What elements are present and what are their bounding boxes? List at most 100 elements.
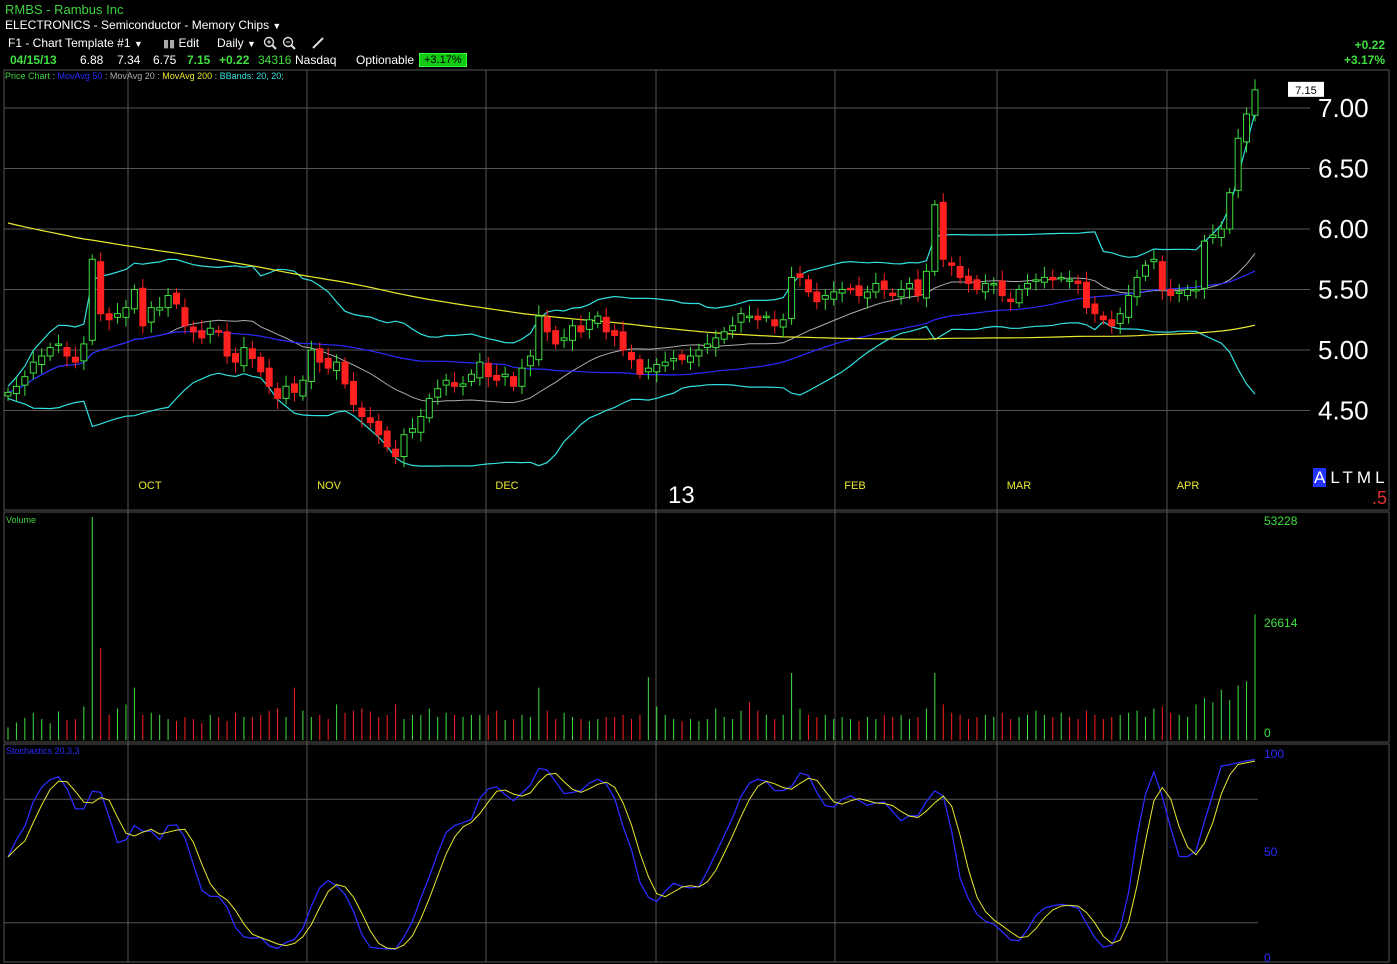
- candle-body: [1158, 261, 1166, 291]
- candle-body: [1251, 89, 1259, 116]
- candle-body: [1116, 313, 1124, 324]
- candle-body: [324, 357, 332, 369]
- quote-volume: 34316: [258, 53, 292, 67]
- candle-body: [695, 349, 703, 357]
- candle-body: [956, 266, 964, 278]
- candle-body: [1015, 289, 1023, 304]
- candle-body: [804, 279, 812, 293]
- chevron-down-icon: ▼: [133, 39, 143, 49]
- candle-body: [467, 373, 475, 382]
- candle-body: [147, 307, 155, 323]
- candle-body: [838, 289, 846, 294]
- candle-body: [425, 397, 433, 419]
- candle-body: [307, 349, 315, 382]
- edit-label: Edit: [178, 36, 200, 50]
- chevron-down-icon[interactable]: ▼: [272, 21, 282, 31]
- candle-body: [745, 315, 753, 319]
- candle-body: [257, 356, 265, 373]
- candle-body: [628, 351, 635, 361]
- candle-body: [897, 289, 905, 298]
- candle-body: [543, 316, 551, 333]
- candle-body: [88, 258, 96, 341]
- zoom-in-icon[interactable]: [263, 36, 277, 53]
- price-axis-label: 7.00: [1318, 93, 1369, 123]
- edit-button[interactable]: ▮▮ Edit: [163, 36, 199, 50]
- candle-body: [813, 291, 821, 303]
- timeframe-others[interactable]: LTML: [1330, 468, 1389, 487]
- price-axis-label: 6.50: [1318, 154, 1369, 184]
- candle-body: [1133, 276, 1141, 298]
- template-dropdown[interactable]: F1 - Chart Template #1 ▼: [8, 36, 143, 50]
- candle-body: [417, 416, 425, 433]
- candle-body: [206, 327, 214, 335]
- candle-body: [855, 285, 863, 297]
- candle-body: [1243, 113, 1251, 143]
- timeframe-selector[interactable]: A LTML: [1313, 468, 1389, 488]
- candle-body: [661, 361, 669, 367]
- candle-body: [965, 275, 973, 284]
- quote-date: 04/15/13: [10, 53, 57, 67]
- candle-body: [274, 388, 282, 399]
- candle-body: [1074, 280, 1082, 284]
- pct-change-badge: +3.17%: [419, 53, 467, 67]
- candle-body: [771, 319, 779, 327]
- candle-body: [560, 337, 568, 341]
- candle-body: [1057, 276, 1065, 280]
- period-dropdown[interactable]: Daily ▼: [217, 36, 256, 50]
- candle-body: [392, 448, 400, 457]
- candle-body: [720, 331, 728, 340]
- zoom-out-icon[interactable]: [282, 36, 296, 53]
- candle-body: [1099, 315, 1107, 321]
- price-axis-label: 5.00: [1318, 335, 1369, 365]
- candle-body: [46, 347, 54, 357]
- candle-body: [375, 420, 383, 436]
- candle-body: [889, 292, 897, 297]
- legend-price[interactable]: Price Chart: [5, 71, 51, 81]
- candle-body: [459, 383, 467, 387]
- candle-body: [788, 276, 796, 320]
- candle-body: [1032, 279, 1040, 282]
- top-right-change: +0.22 +3.17%: [1344, 38, 1385, 68]
- legend-ma200[interactable]: MovAvg 200: [162, 71, 213, 81]
- candle-body: [1150, 258, 1158, 263]
- volume-axis-label: 53228: [1264, 514, 1298, 528]
- legend-ma20[interactable]: MovAvg 20: [109, 71, 155, 81]
- symbol-title[interactable]: RMBS - Rambus Inc: [5, 2, 124, 17]
- legend-ma50[interactable]: MovAvg 50: [57, 71, 103, 81]
- candle-body: [670, 357, 678, 362]
- last-price-value: 7.15: [1295, 85, 1316, 97]
- candle-body: [240, 347, 248, 367]
- sector-text: ELECTRONICS - Semiconductor - Memory Chi…: [5, 18, 270, 32]
- month-label: NOV: [317, 480, 342, 492]
- candle-body: [1167, 289, 1175, 297]
- timeframe-all[interactable]: A: [1313, 468, 1327, 487]
- candle-body: [408, 428, 416, 433]
- red-marker: .5: [1372, 488, 1388, 508]
- volume-axis-label: 0: [1264, 726, 1271, 740]
- volume-panel-label: Volume: [6, 515, 36, 525]
- candle-body: [493, 374, 501, 381]
- candle-body: [981, 282, 989, 293]
- candle-body: [164, 295, 172, 309]
- candle-body: [248, 348, 256, 359]
- candle-body: [215, 330, 223, 333]
- pencil-icon[interactable]: [311, 36, 325, 53]
- candle-body: [4, 391, 12, 397]
- candle-body: [299, 379, 307, 397]
- sector-label[interactable]: ELECTRONICS - Semiconductor - Memory Chi…: [5, 18, 281, 32]
- price-axis-label: 4.50: [1318, 396, 1369, 426]
- quote-change: +0.22: [219, 53, 250, 67]
- legend-bbands[interactable]: BBands: 20, 20;: [219, 71, 284, 81]
- top-change-value: +0.22: [1354, 38, 1385, 52]
- bband-upper-line: [7, 112, 1256, 387]
- stoch-panel-label: Stochastics 20,3,3: [6, 746, 80, 756]
- candle-body: [501, 373, 509, 378]
- stoch-axis-label: 0: [1264, 951, 1271, 964]
- stoch-axis-label: 50: [1264, 845, 1278, 859]
- indicator-legend[interactable]: Price Chart : MovAvg 50 : MovAvg 20 : Mo…: [5, 71, 284, 81]
- candle-body: [63, 347, 71, 357]
- candle-body: [526, 355, 534, 367]
- candle-body: [863, 291, 871, 299]
- candle-body: [552, 330, 560, 345]
